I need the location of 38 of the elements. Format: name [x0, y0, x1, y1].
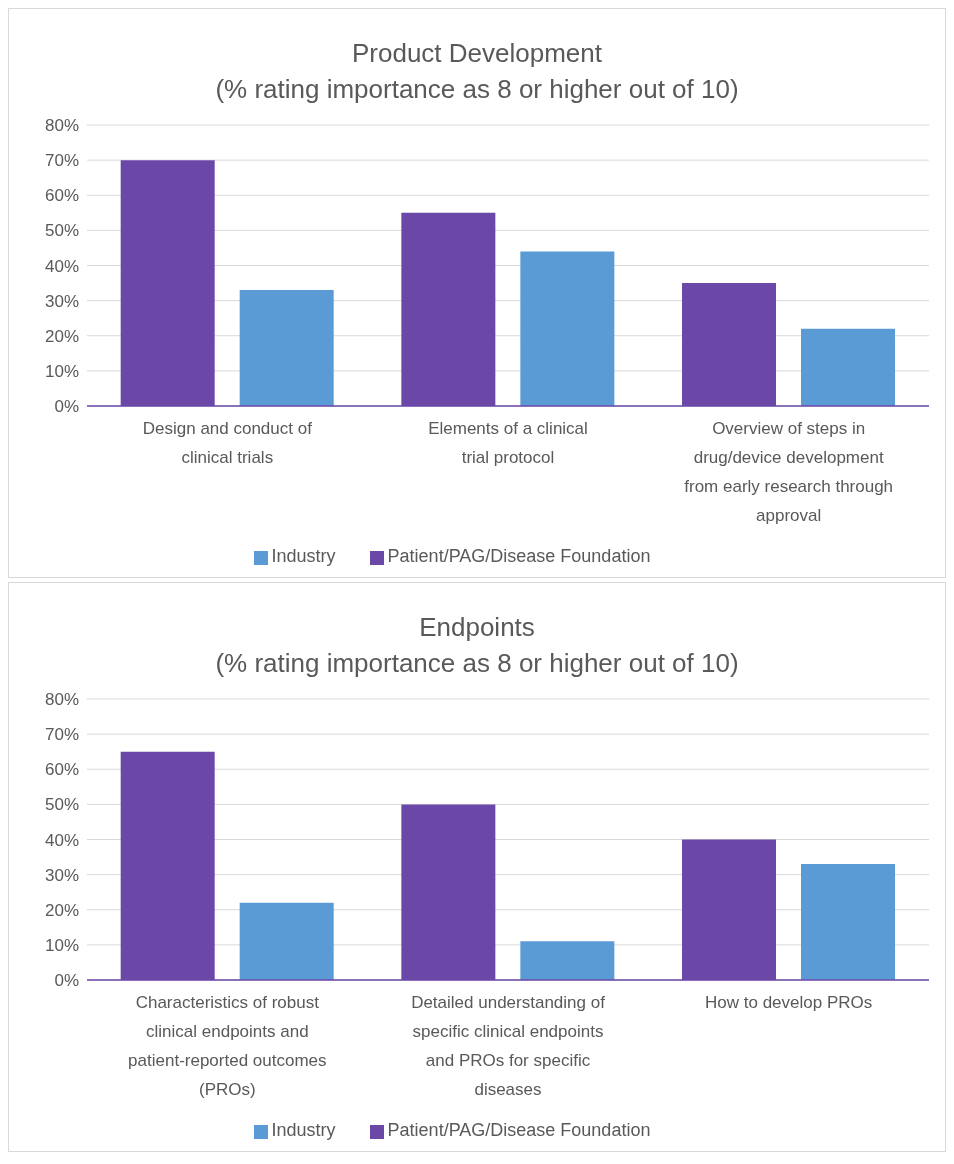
y-tick-label: 40% — [44, 256, 79, 276]
legend-label: Industry — [271, 1120, 336, 1140]
chart-subtitle: (% rating importance as 8 or higher out of 10) — [214, 73, 740, 106]
y-tick-label: 20% — [44, 900, 79, 920]
y-tick-label: 60% — [44, 760, 79, 780]
bar — [520, 941, 615, 980]
y-tick-label: 20% — [44, 326, 79, 346]
x-tick-label: Elements of a clinical trial protocol — [428, 419, 588, 467]
x-tick-label: How to develop PROs — [705, 993, 873, 1012]
y-tick-label: 10% — [44, 935, 79, 955]
x-tick-label: Characteristics of robust clinical endpoints and patient-reported outcomes (PROs) — [128, 993, 327, 1099]
x-tick-label: Overview of steps in drug/device development from early research through approval — [684, 419, 894, 525]
chart-subtitle: (% rating importance as 8 or higher out of 10) — [214, 647, 740, 680]
y-tick-label: 30% — [44, 865, 79, 885]
legend-label: Industry — [271, 546, 336, 566]
chart-title: Endpoints — [418, 611, 536, 644]
bar — [239, 902, 334, 980]
chart-title: Product Development — [351, 37, 603, 70]
y-tick-label: 50% — [44, 795, 79, 815]
bar — [239, 290, 334, 406]
y-tick-label: 0% — [54, 397, 79, 417]
y-tick-label: 70% — [44, 725, 79, 745]
legend-label: Patient/PAG/Disease Foundation — [387, 1120, 651, 1140]
y-tick-label: 50% — [44, 221, 79, 241]
y-tick-label: 30% — [44, 291, 79, 311]
bar — [520, 251, 615, 406]
y-tick-label: 60% — [44, 186, 79, 206]
y-tick-label: 80% — [44, 690, 79, 710]
y-tick-label: 80% — [44, 116, 79, 136]
legend-label: Patient/PAG/Disease Foundation — [387, 546, 651, 566]
x-tick-label: Detailed understanding of specific clinical endpoints and PROs for specific diseases — [411, 993, 606, 1099]
x-tick-label: Design and conduct of clinical trials — [142, 419, 313, 467]
y-tick-label: 0% — [54, 971, 79, 991]
y-tick-label: 10% — [44, 361, 79, 381]
bar — [801, 328, 896, 406]
y-tick-label: 70% — [44, 151, 79, 171]
bar — [801, 864, 896, 980]
y-tick-label: 40% — [44, 830, 79, 850]
